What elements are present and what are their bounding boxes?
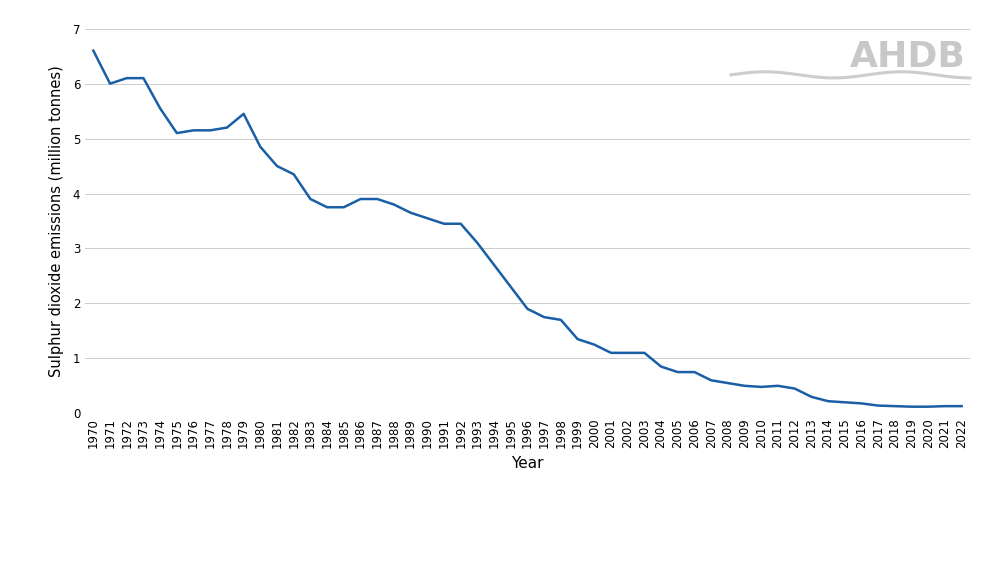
Y-axis label: Sulphur dioxide emissions (million tonnes): Sulphur dioxide emissions (million tonne…	[49, 65, 64, 377]
X-axis label: Year: Year	[511, 456, 544, 471]
Text: AHDB: AHDB	[850, 40, 966, 74]
